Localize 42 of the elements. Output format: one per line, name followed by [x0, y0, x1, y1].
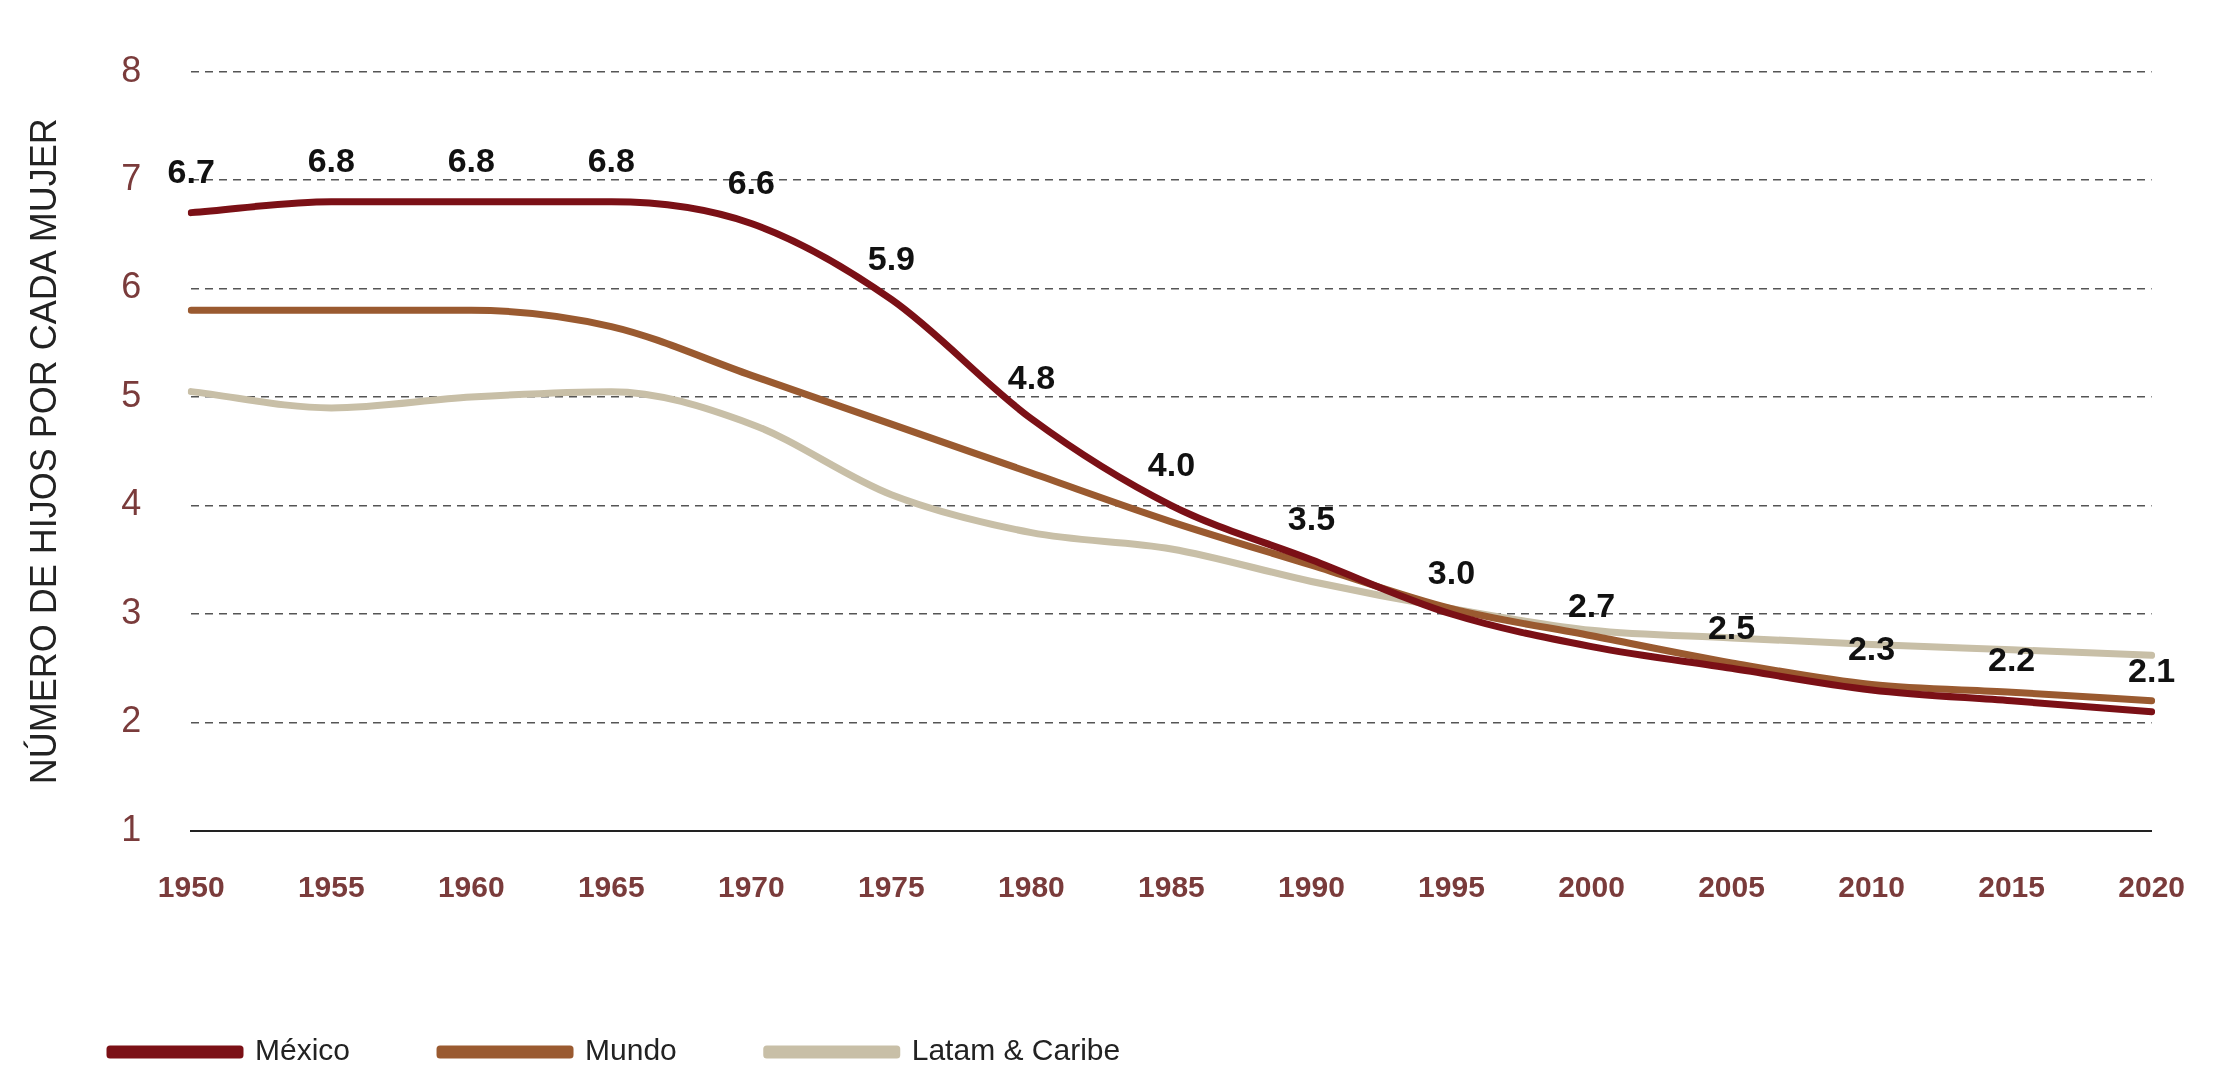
data-label: 3.0	[1427, 553, 1476, 592]
x-tick-label: 1965	[577, 870, 645, 904]
data-label: 2.1	[2128, 651, 2176, 690]
data-label: 5.9	[867, 238, 915, 277]
y-axis-title: NÚMERO DE HIJOS POR CADA MUJER	[22, 118, 64, 785]
data-label: 2.5	[1707, 607, 1756, 646]
x-tick-label: 1950	[157, 870, 225, 904]
data-label: 6.6	[727, 162, 775, 201]
x-tick-label: 1960	[437, 870, 505, 904]
legend-label: Mundo	[585, 1033, 677, 1067]
data-label: 6.8	[447, 141, 495, 180]
x-tick-label: 1970	[717, 870, 785, 904]
x-tick-label: 2020	[2118, 870, 2186, 904]
data-label: 6.8	[307, 141, 355, 180]
data-label: 2.3	[1847, 629, 1896, 668]
data-label: 4.0	[1147, 444, 1196, 483]
data-label: 3.5	[1287, 499, 1336, 538]
x-tick-label: 2000	[1558, 870, 1625, 904]
y-tick-label: 1	[121, 807, 142, 849]
x-tick-label: 1975	[857, 870, 925, 904]
x-tick-label: 1985	[1138, 870, 1205, 904]
x-tick-label: 1955	[297, 870, 365, 904]
x-tick-label: 2015	[1978, 870, 2045, 904]
data-label: 2.7	[1567, 585, 1616, 624]
data-label: 6.7	[167, 152, 215, 191]
y-tick-label: 2	[121, 699, 142, 741]
legend-label: Latam & Caribe	[911, 1033, 1121, 1067]
y-tick-label: 7	[121, 157, 142, 199]
x-tick-label: 1990	[1278, 870, 1345, 904]
data-label: 2.2	[1987, 640, 2036, 679]
y-tick-label: 5	[121, 373, 142, 415]
x-tick-label: 2010	[1838, 870, 1905, 904]
x-tick-label: 1995	[1418, 870, 1485, 904]
x-tick-label: 2005	[1698, 870, 1765, 904]
data-label: 6.8	[587, 141, 635, 180]
y-tick-label: 3	[121, 590, 142, 632]
y-tick-label: 6	[121, 265, 142, 307]
legend-label: México	[255, 1033, 351, 1067]
y-tick-label: 8	[121, 48, 142, 90]
y-tick-label: 4	[121, 482, 142, 524]
x-tick-label: 1980	[998, 870, 1065, 904]
data-label: 4.8	[1007, 358, 1056, 397]
